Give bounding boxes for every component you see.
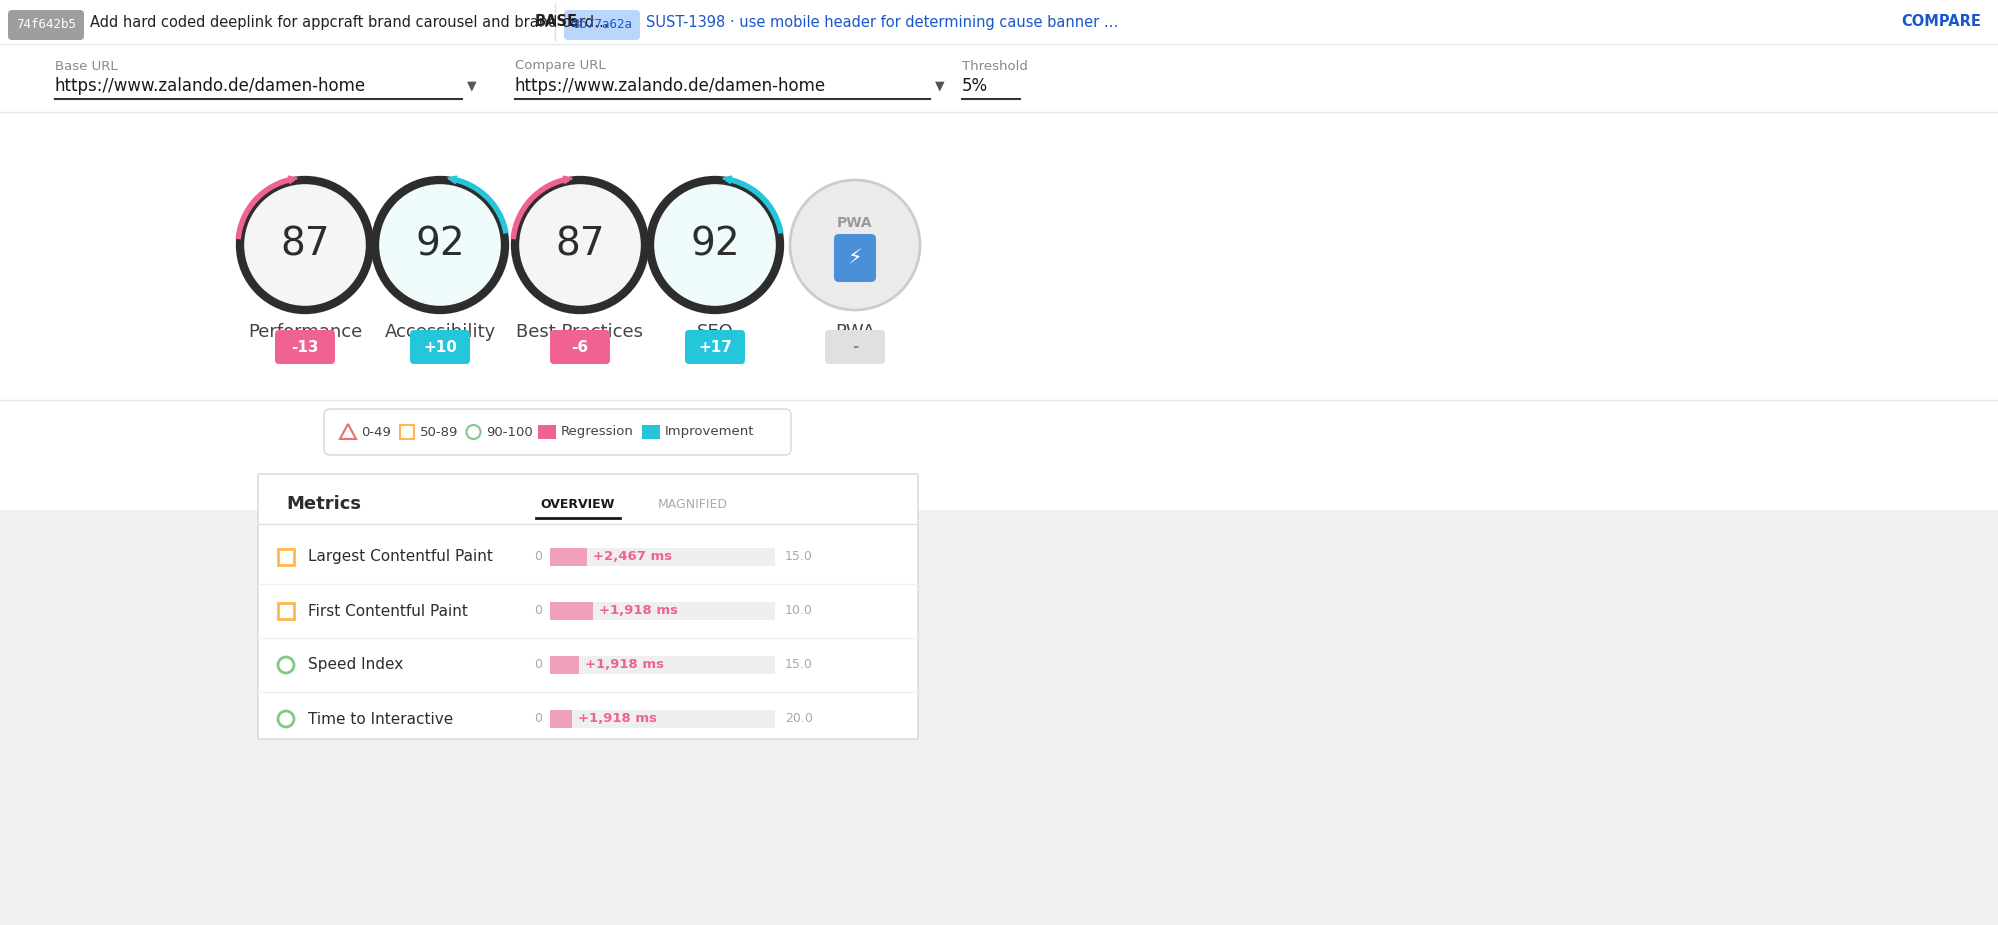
Text: 0: 0 bbox=[533, 712, 541, 725]
Text: Best Practices: Best Practices bbox=[515, 323, 643, 341]
Text: 87: 87 bbox=[280, 226, 330, 264]
Text: 90-100: 90-100 bbox=[486, 426, 533, 438]
Text: +1,918 ms: +1,918 ms bbox=[577, 712, 655, 725]
Text: ▼: ▼ bbox=[468, 80, 478, 93]
FancyBboxPatch shape bbox=[410, 330, 470, 364]
Text: 0-49: 0-49 bbox=[362, 426, 392, 438]
Text: Time to Interactive: Time to Interactive bbox=[308, 711, 454, 726]
Text: -6: -6 bbox=[571, 339, 587, 354]
Text: +10: +10 bbox=[424, 339, 458, 354]
Text: Add hard coded deeplink for appcraft brand carousel and brand card…: Add hard coded deeplink for appcraft bra… bbox=[90, 15, 607, 30]
Text: 8b77a62a: 8b77a62a bbox=[571, 18, 631, 31]
FancyBboxPatch shape bbox=[549, 710, 571, 728]
Text: 92: 92 bbox=[416, 226, 466, 264]
FancyBboxPatch shape bbox=[549, 602, 775, 620]
Text: 0: 0 bbox=[533, 550, 541, 563]
Text: OVERVIEW: OVERVIEW bbox=[541, 498, 615, 511]
Text: -13: -13 bbox=[292, 339, 318, 354]
Text: COMPARE: COMPARE bbox=[1900, 15, 1980, 30]
Text: ▼: ▼ bbox=[935, 80, 945, 93]
Text: ⚡: ⚡ bbox=[847, 248, 861, 268]
Text: 74f642b5: 74f642b5 bbox=[16, 18, 76, 31]
Text: First Contentful Paint: First Contentful Paint bbox=[308, 603, 468, 619]
FancyBboxPatch shape bbox=[276, 330, 336, 364]
Circle shape bbox=[649, 180, 779, 310]
Text: https://www.zalando.de/damen-home: https://www.zalando.de/damen-home bbox=[515, 77, 825, 95]
Text: SEO: SEO bbox=[695, 323, 733, 341]
Text: -: - bbox=[851, 339, 857, 354]
Text: 15.0: 15.0 bbox=[785, 550, 813, 563]
FancyBboxPatch shape bbox=[549, 656, 775, 674]
Text: 87: 87 bbox=[555, 226, 605, 264]
Text: Threshold: Threshold bbox=[961, 59, 1027, 72]
FancyBboxPatch shape bbox=[549, 602, 593, 620]
Text: Speed Index: Speed Index bbox=[308, 658, 404, 672]
FancyBboxPatch shape bbox=[563, 10, 639, 40]
Text: Base URL: Base URL bbox=[56, 59, 118, 72]
Circle shape bbox=[515, 180, 645, 310]
Text: 50-89: 50-89 bbox=[420, 426, 458, 438]
Text: PWA: PWA bbox=[835, 323, 875, 341]
Text: Largest Contentful Paint: Largest Contentful Paint bbox=[308, 549, 494, 564]
Text: 0: 0 bbox=[533, 605, 541, 618]
FancyBboxPatch shape bbox=[549, 656, 579, 674]
FancyBboxPatch shape bbox=[8, 10, 84, 40]
FancyBboxPatch shape bbox=[549, 548, 587, 566]
Text: Metrics: Metrics bbox=[286, 495, 362, 513]
FancyBboxPatch shape bbox=[0, 0, 1998, 44]
Text: 20.0: 20.0 bbox=[785, 712, 813, 725]
FancyBboxPatch shape bbox=[324, 409, 791, 455]
Text: SUST-1398 · use mobile header for determining cause banner …: SUST-1398 · use mobile header for determ… bbox=[645, 15, 1117, 30]
Text: MAGNIFIED: MAGNIFIED bbox=[657, 498, 727, 511]
Text: +1,918 ms: +1,918 ms bbox=[585, 659, 663, 672]
Text: 0: 0 bbox=[533, 659, 541, 672]
Text: 10.0: 10.0 bbox=[785, 605, 813, 618]
Circle shape bbox=[240, 180, 370, 310]
Text: BASE: BASE bbox=[535, 15, 577, 30]
Text: Improvement: Improvement bbox=[663, 426, 753, 438]
FancyBboxPatch shape bbox=[825, 330, 885, 364]
Text: +1,918 ms: +1,918 ms bbox=[599, 605, 677, 618]
FancyBboxPatch shape bbox=[833, 234, 875, 282]
FancyBboxPatch shape bbox=[549, 710, 775, 728]
FancyBboxPatch shape bbox=[258, 474, 917, 739]
Text: Compare URL: Compare URL bbox=[515, 59, 605, 72]
Text: 15.0: 15.0 bbox=[785, 659, 813, 672]
FancyBboxPatch shape bbox=[549, 330, 609, 364]
Text: Accessibility: Accessibility bbox=[384, 323, 496, 341]
Text: PWA: PWA bbox=[837, 216, 873, 230]
Circle shape bbox=[789, 180, 919, 310]
FancyBboxPatch shape bbox=[0, 0, 1998, 510]
Text: https://www.zalando.de/damen-home: https://www.zalando.de/damen-home bbox=[56, 77, 366, 95]
Text: Regression: Regression bbox=[559, 426, 633, 438]
Text: +17: +17 bbox=[697, 339, 731, 354]
Text: 92: 92 bbox=[689, 226, 739, 264]
Text: 5%: 5% bbox=[961, 77, 987, 95]
FancyBboxPatch shape bbox=[537, 425, 555, 439]
Text: +2,467 ms: +2,467 ms bbox=[593, 550, 671, 563]
FancyBboxPatch shape bbox=[549, 548, 775, 566]
FancyBboxPatch shape bbox=[641, 425, 659, 439]
Circle shape bbox=[376, 180, 505, 310]
Text: Performance: Performance bbox=[248, 323, 362, 341]
FancyBboxPatch shape bbox=[685, 330, 745, 364]
